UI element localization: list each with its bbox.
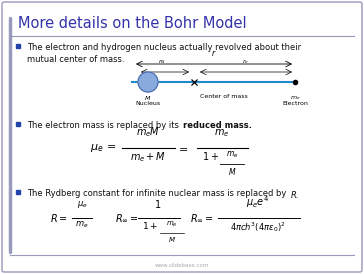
Text: $1$: $1$ [154, 198, 162, 210]
Text: Center of mass: Center of mass [200, 94, 248, 99]
Text: The electron and hydrogen nucleus actually revolved about their
mutual center of: The electron and hydrogen nucleus actual… [27, 43, 301, 64]
Text: $1 +$: $1 +$ [202, 150, 219, 162]
Text: $m_e$: $m_e$ [75, 220, 89, 230]
Text: $r_N$: $r_N$ [158, 57, 166, 66]
Text: $R =$: $R =$ [50, 212, 68, 224]
Text: $M$: $M$ [145, 94, 152, 102]
Text: The Rydberg constant for infinite nuclear mass is replaced by: The Rydberg constant for infinite nuclea… [27, 189, 292, 198]
Text: More details on the Bohr Model: More details on the Bohr Model [18, 16, 247, 31]
Text: $R_\infty =$: $R_\infty =$ [115, 212, 139, 224]
Text: $\mu_e$: $\mu_e$ [76, 199, 87, 210]
Text: $m_e + M$: $m_e + M$ [130, 150, 166, 164]
Circle shape [138, 72, 158, 92]
Text: $m_e$: $m_e$ [214, 127, 230, 139]
Text: $=$: $=$ [176, 143, 188, 153]
FancyBboxPatch shape [2, 2, 362, 272]
Text: reduced mass.: reduced mass. [183, 121, 252, 130]
Text: $R_\infty =$: $R_\infty =$ [190, 212, 214, 224]
Text: $\mu_e\,=$: $\mu_e\,=$ [90, 142, 116, 154]
Text: $1 +$: $1 +$ [142, 220, 158, 231]
Text: $M$: $M$ [228, 166, 236, 177]
Text: www.slidebase.com: www.slidebase.com [155, 263, 209, 268]
Text: $m_e$: $m_e$ [166, 220, 178, 229]
Text: $r_e$: $r_e$ [242, 57, 250, 66]
Text: $R$.: $R$. [290, 189, 299, 200]
Text: The electron mass is replaced by its: The electron mass is replaced by its [27, 121, 182, 130]
Text: $\mu_e e^4$: $\mu_e e^4$ [246, 194, 270, 210]
Text: $4\pi ch^3(4\pi\varepsilon_0)^2$: $4\pi ch^3(4\pi\varepsilon_0)^2$ [230, 220, 286, 234]
Text: $m_eM$: $m_eM$ [136, 125, 160, 139]
Text: Nucleus: Nucleus [135, 101, 161, 106]
Text: $m_e$: $m_e$ [290, 94, 300, 102]
Text: Electron: Electron [282, 101, 308, 106]
Text: $M$: $M$ [168, 235, 176, 244]
Text: $m_e$: $m_e$ [226, 150, 238, 161]
Text: $r$: $r$ [211, 48, 217, 58]
